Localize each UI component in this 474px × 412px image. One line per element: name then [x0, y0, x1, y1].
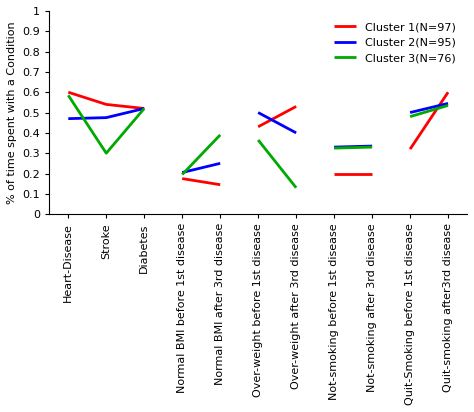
Cluster 2(N=95) [141, 106, 147, 111]
Line: Cluster 3(N=76): Cluster 3(N=76) [68, 95, 144, 153]
Cluster 1(N=97) [65, 90, 71, 95]
Line: Cluster 2(N=95): Cluster 2(N=95) [68, 108, 144, 119]
Cluster 3(N=76) [103, 151, 109, 156]
Cluster 2(N=95) [103, 115, 109, 120]
Line: Cluster 1(N=97): Cluster 1(N=97) [68, 92, 144, 108]
Cluster 3(N=76) [65, 93, 71, 98]
Legend: Cluster 1(N=97), Cluster 2(N=95), Cluster 3(N=76): Cluster 1(N=97), Cluster 2(N=95), Cluste… [328, 16, 462, 69]
Cluster 1(N=97) [103, 102, 109, 107]
Cluster 1(N=97) [141, 106, 147, 111]
Cluster 3(N=76) [141, 106, 147, 111]
Cluster 2(N=95) [65, 116, 71, 121]
Y-axis label: % of time spent with a Condition: % of time spent with a Condition [7, 21, 17, 204]
